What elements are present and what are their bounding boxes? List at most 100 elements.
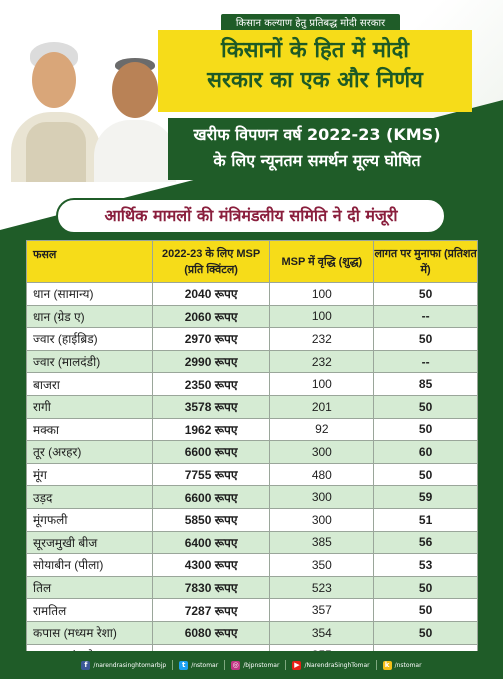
cell-msp: 5850 रूपए — [151, 507, 271, 532]
cell-msp: 2350 रूपए — [151, 372, 271, 396]
cell-increase: 480 — [269, 462, 375, 487]
social-link[interactable]: t/nstomar — [179, 660, 219, 670]
cell-profit: -- — [373, 304, 478, 329]
cell-increase: 232 — [269, 349, 375, 374]
cell-crop: उड़द — [26, 485, 153, 509]
footer-divider — [224, 660, 226, 670]
footer-divider — [285, 660, 287, 670]
table-row: कपास (मध्यम रेशा) 6080 रूपए 354 50 — [26, 620, 478, 645]
cell-increase: 300 — [269, 507, 375, 532]
cell-increase: 385 — [269, 530, 375, 555]
youtube-icon: ▶ — [292, 660, 302, 670]
social-handle: /bjpnstomar — [243, 661, 280, 669]
header-profit: लागत पर मुनाफा (प्रतिशत में) — [373, 240, 478, 283]
table-row: तिल 7830 रूपए 523 50 — [26, 575, 478, 600]
cell-increase: 523 — [269, 575, 375, 600]
header-increase: MSP में वृद्धि (शुद्ध) — [269, 240, 375, 283]
headline-box — [158, 30, 472, 112]
cell-profit: 53 — [373, 553, 478, 577]
msp-table: फसल 2022-23 के लिए MSP (प्रति क्विंटल) M… — [26, 240, 478, 668]
cell-msp: 7830 रूपए — [151, 575, 271, 600]
cell-crop: रामतिल — [26, 598, 153, 622]
cell-msp: 2060 रूपए — [151, 304, 271, 329]
cell-increase: 300 — [269, 485, 375, 509]
table-body: धान (सामान्य) 2040 रूपए 100 50 धान (ग्रेड ए)… — [26, 282, 478, 668]
table-header-row: फसल 2022-23 के लिए MSP (प्रति क्विंटल) M… — [26, 240, 478, 283]
cell-crop: सोयाबीन (पीला) — [26, 553, 153, 577]
table-row: तूर (अरहर) 6600 रूपए 300 60 — [26, 440, 478, 464]
table-row: रामतिल 7287 रूपए 357 50 — [26, 598, 478, 622]
social-handle: /nstomar — [394, 661, 422, 669]
cell-msp: 7287 रूपए — [151, 598, 271, 622]
table-row: सोयाबीन (पीला) 4300 रूपए 350 53 — [26, 553, 478, 577]
social-handle: /NarendraSinghTomar — [304, 661, 370, 669]
facebook-icon: f — [81, 660, 91, 670]
footer-divider — [375, 660, 377, 670]
leader-photo-2 — [94, 52, 176, 182]
social-link[interactable]: ◎/bjpnstomar — [231, 660, 280, 670]
social-handle: /narendrasinghtomarbjp — [93, 661, 167, 669]
headline-line-1: किसानों के हित में मोदी — [221, 38, 409, 63]
cell-profit: 50 — [373, 282, 478, 306]
cell-msp: 6600 रूपए — [151, 440, 271, 464]
table-row: मूंगफली 5850 रूपए 300 51 — [26, 507, 478, 532]
table-row: मूंग 7755 रूपए 480 50 — [26, 462, 478, 487]
header-crop: फसल — [26, 240, 153, 283]
cell-msp: 7755 रूपए — [151, 462, 271, 487]
table-row: बाजरा 2350 रूपए 100 85 — [26, 372, 478, 396]
cell-profit: 50 — [373, 327, 478, 351]
leaders-photo — [6, 32, 176, 182]
cell-msp: 1962 रूपए — [151, 417, 271, 442]
social-handle: /nstomar — [191, 661, 219, 669]
cell-msp: 2990 रूपए — [151, 349, 271, 374]
subheadline-line-2: के लिए न्यूनतम समर्थन मूल्य घोषित — [213, 151, 421, 170]
cell-crop: ज्वार (मालदंडी) — [26, 349, 153, 374]
cell-crop: ज्वार (हाईब्रिड) — [26, 327, 153, 351]
social-link[interactable]: ▶/NarendraSinghTomar — [292, 660, 370, 670]
cell-msp: 6080 रूपए — [151, 620, 271, 645]
subheadline: खरीफ विपणन वर्ष 2022-23 (KMS) के लिए न्य… — [168, 122, 466, 174]
cell-increase: 350 — [269, 553, 375, 577]
cell-crop: मूंग — [26, 462, 153, 487]
table-row: धान (सामान्य) 2040 रूपए 100 50 — [26, 282, 478, 306]
cell-msp: 6600 रूपए — [151, 485, 271, 509]
table-row: रागी 3578 रूपए 201 50 — [26, 394, 478, 419]
cell-profit: 50 — [373, 598, 478, 622]
cell-crop: धान (ग्रेड ए) — [26, 304, 153, 329]
cell-profit: 60 — [373, 440, 478, 464]
footer-divider — [172, 660, 174, 670]
cell-increase: 92 — [269, 417, 375, 442]
cell-crop: रागी — [26, 394, 153, 419]
cell-increase: 300 — [269, 440, 375, 464]
cell-profit: 85 — [373, 372, 478, 396]
cell-profit: 50 — [373, 417, 478, 442]
cell-increase: 100 — [269, 372, 375, 396]
cell-msp: 2970 रूपए — [151, 327, 271, 351]
cell-crop: बाजरा — [26, 372, 153, 396]
social-link[interactable]: k/nstomar — [382, 660, 422, 670]
table-row: ज्वार (हाईब्रिड) 2970 रूपए 232 50 — [26, 327, 478, 351]
cell-msp: 3578 रूपए — [151, 394, 271, 419]
cell-increase: 100 — [269, 282, 375, 306]
cell-profit: 50 — [373, 620, 478, 645]
headline-line-2: सरकार का एक और निर्णय — [207, 68, 423, 93]
header-msp: 2022-23 के लिए MSP (प्रति क्विंटल) — [151, 240, 271, 283]
cell-profit: 51 — [373, 507, 478, 532]
cell-crop: धान (सामान्य) — [26, 282, 153, 306]
twitter-icon: t — [179, 660, 189, 670]
social-footer: f/narendrasinghtomarbjp t/nstomar ◎/bjpnst… — [0, 651, 503, 679]
cell-increase: 357 — [269, 598, 375, 622]
cell-crop: मूंगफली — [26, 507, 153, 532]
cell-profit: -- — [373, 349, 478, 374]
cell-profit: 59 — [373, 485, 478, 509]
instagram-icon: ◎ — [231, 660, 241, 670]
cell-crop: कपास (मध्यम रेशा) — [26, 620, 153, 645]
table-row: ज्वार (मालदंडी) 2990 रूपए 232 -- — [26, 349, 478, 374]
cell-increase: 201 — [269, 394, 375, 419]
cell-crop: सूरजमुखी बीज — [26, 530, 153, 555]
cell-msp: 6400 रूपए — [151, 530, 271, 555]
social-link[interactable]: f/narendrasinghtomarbjp — [81, 660, 167, 670]
table-row: धान (ग्रेड ए) 2060 रूपए 100 -- — [26, 304, 478, 329]
cell-crop: मक्का — [26, 417, 153, 442]
cell-profit: 56 — [373, 530, 478, 555]
